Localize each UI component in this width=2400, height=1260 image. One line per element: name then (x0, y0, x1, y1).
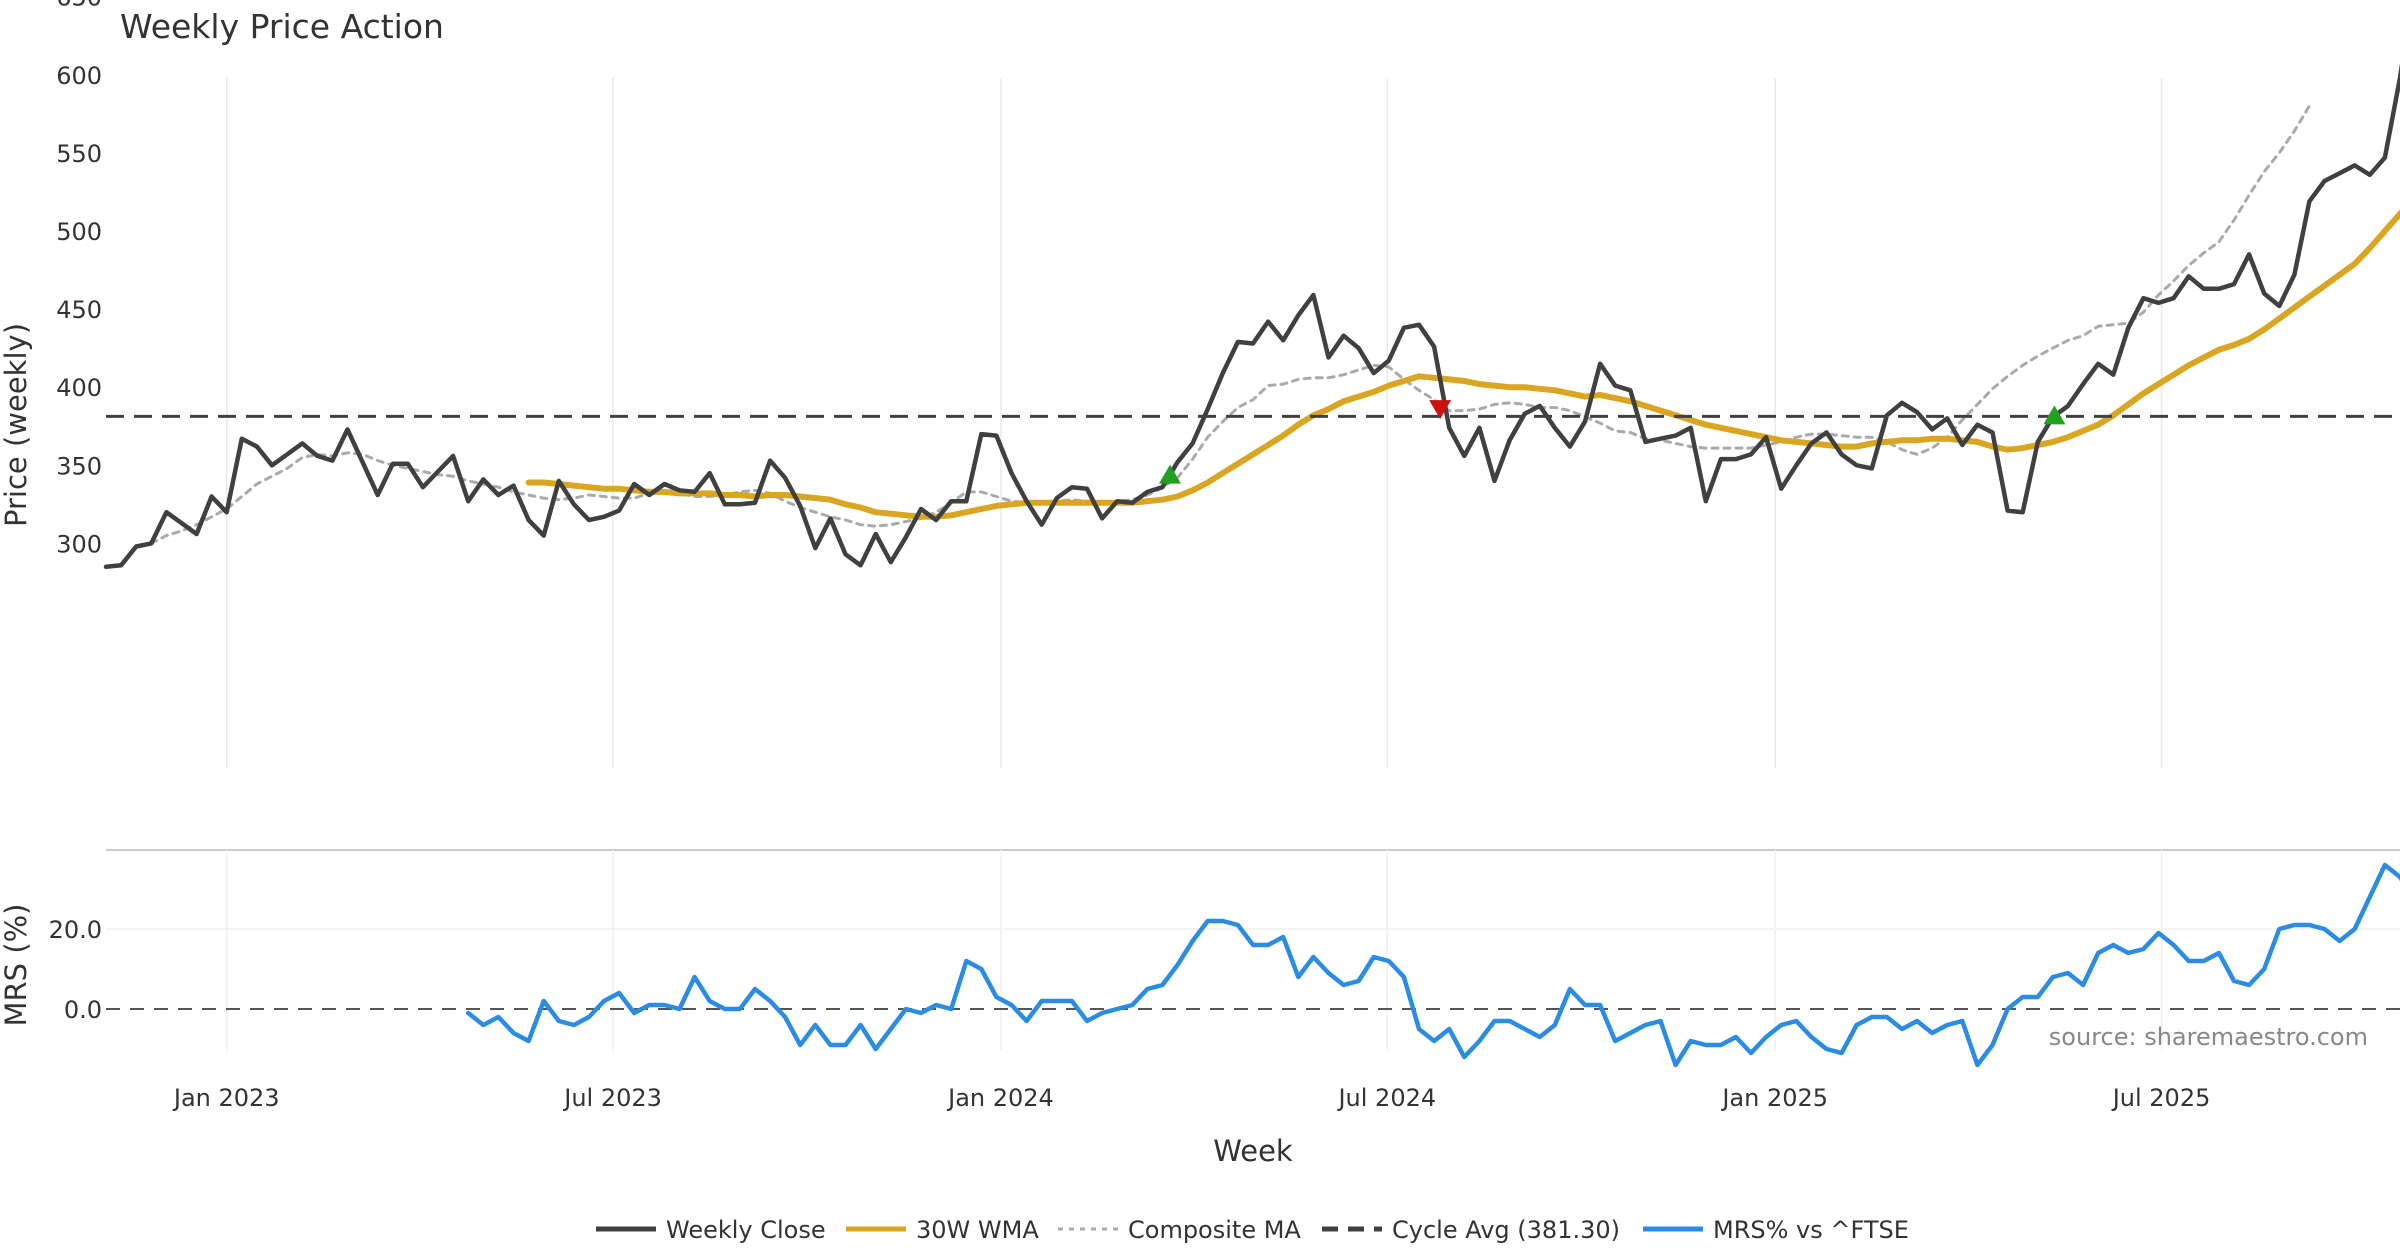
y-tick-label: 300 (56, 530, 102, 558)
legend-label: Composite MA (1128, 1216, 1301, 1244)
x-tick-label: Jul 2024 (1336, 1084, 1436, 1112)
legend-item-mrs-vs-ftse: MRS% vs ^FTSE (1643, 1216, 1909, 1244)
mrs-panel: 0.0 20.0 MRS (%) source: sharemaestro.com (0, 850, 2400, 1068)
y-tick-label: 350 (56, 452, 102, 480)
weekly-close-line (103, 63, 2400, 570)
legend-item-cycle-avg-381-30: Cycle Avg (381.30) (1322, 1216, 1620, 1244)
y-tick-label: 0.0 (64, 996, 102, 1024)
source-text: source: sharemaestro.com (2049, 1023, 2368, 1051)
mrs-line (465, 862, 2400, 1068)
legend-label: Cycle Avg (381.30) (1392, 1216, 1620, 1244)
x-tick-label: Jan 2023 (172, 1084, 280, 1112)
legend-item-weekly-close: Weekly Close (596, 1216, 826, 1244)
legend: Weekly Close 30W WMA Composite MA Cycle Avg… (596, 1216, 1909, 1244)
30w-wma-line (525, 209, 2400, 520)
mrs-gridlines (106, 850, 2400, 1050)
price-series (103, 63, 2400, 570)
price-gridlines (225, 78, 2163, 768)
mrs-series (106, 862, 2400, 1068)
price-y-axis: 300350400450500550600650700 (56, 0, 102, 558)
x-axis: Jan 2023 Jul 2023 Jan 2024 Jul 2024 Jan 2025… (172, 1084, 2210, 1112)
chart-title: Weekly Price Action (120, 7, 444, 46)
legend-item-30w-wma: 30W WMA (846, 1216, 1039, 1244)
sell-signal-marker (1429, 400, 1452, 420)
y-tick-label: 400 (56, 374, 102, 402)
legend-label: Weekly Close (666, 1216, 826, 1244)
mrs-y-axis-label: MRS (%) (0, 904, 33, 1027)
y-tick-label: 650 (56, 0, 102, 12)
x-axis-label: Week (1213, 1134, 1293, 1168)
buy-signal-marker (1158, 464, 1181, 484)
y-tick-label: 500 (56, 218, 102, 246)
x-tick-label: Jan 2024 (946, 1084, 1054, 1112)
signal-markers (1158, 400, 2066, 484)
buy-signal-marker (2043, 405, 2066, 425)
composite-ma-line (149, 104, 2311, 545)
x-tick-label: Jul 2025 (2111, 1084, 2211, 1112)
price-panel: 300350400450500550600650700 Price (weekl… (0, 0, 2400, 768)
y-tick-label: 450 (56, 296, 102, 324)
legend-label: MRS% vs ^FTSE (1713, 1216, 1909, 1244)
y-tick-label: 550 (56, 140, 102, 168)
legend-item-composite-ma: Composite MA (1058, 1216, 1301, 1244)
y-tick-label: 20.0 (49, 916, 102, 944)
x-tick-label: Jan 2025 (1720, 1084, 1828, 1112)
mrs-y-axis: 0.0 20.0 (49, 916, 102, 1024)
x-tick-label: Jul 2023 (562, 1084, 662, 1112)
legend-label: 30W WMA (916, 1216, 1039, 1244)
price-y-axis-label: Price (weekly) (0, 323, 33, 527)
y-tick-label: 600 (56, 62, 102, 90)
